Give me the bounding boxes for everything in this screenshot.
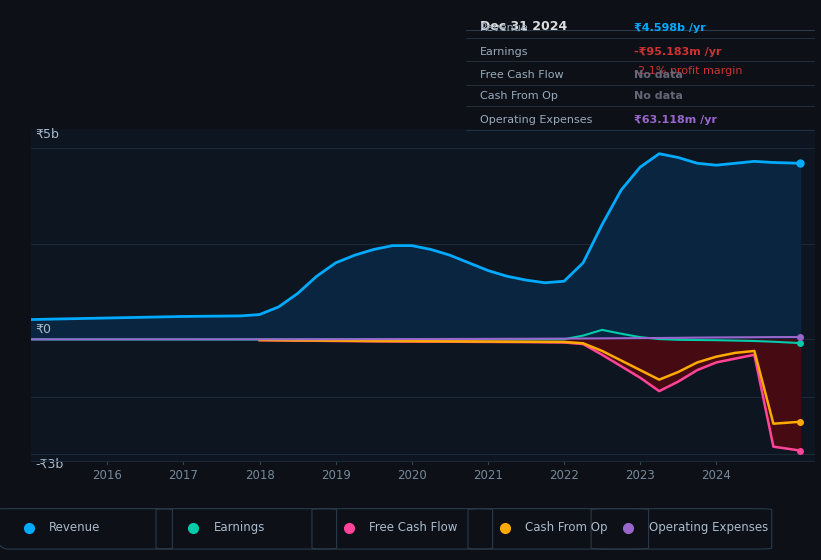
Text: 2021: 2021 (473, 469, 503, 482)
Text: ₹5b: ₹5b (35, 128, 59, 141)
Text: 2019: 2019 (321, 469, 351, 482)
Text: ₹4.598b /yr: ₹4.598b /yr (634, 23, 705, 33)
Text: 2020: 2020 (397, 469, 427, 482)
Text: Cash From Op: Cash From Op (480, 91, 558, 101)
Text: ₹63.118m /yr: ₹63.118m /yr (634, 115, 717, 125)
Text: No data: No data (634, 71, 683, 81)
Text: Free Cash Flow: Free Cash Flow (369, 521, 458, 534)
Text: -₹3b: -₹3b (35, 458, 63, 470)
Text: 2023: 2023 (626, 469, 655, 482)
Text: 2022: 2022 (549, 469, 579, 482)
Text: Revenue: Revenue (49, 521, 101, 534)
Text: Revenue: Revenue (480, 23, 529, 33)
Text: ₹0: ₹0 (35, 323, 51, 336)
Text: Cash From Op: Cash From Op (525, 521, 608, 534)
Text: 2018: 2018 (245, 469, 274, 482)
Text: Free Cash Flow: Free Cash Flow (480, 71, 564, 81)
Text: 2016: 2016 (93, 469, 122, 482)
Text: No data: No data (634, 91, 683, 101)
Text: -2.1% profit margin: -2.1% profit margin (634, 66, 742, 76)
Text: Earnings: Earnings (213, 521, 265, 534)
Text: Earnings: Earnings (480, 46, 529, 57)
Text: 2024: 2024 (701, 469, 732, 482)
Text: Operating Expenses: Operating Expenses (480, 115, 593, 125)
Text: 2017: 2017 (168, 469, 199, 482)
Text: Operating Expenses: Operating Expenses (649, 521, 768, 534)
Text: -₹95.183m /yr: -₹95.183m /yr (634, 46, 722, 57)
Text: Dec 31 2024: Dec 31 2024 (480, 20, 567, 33)
